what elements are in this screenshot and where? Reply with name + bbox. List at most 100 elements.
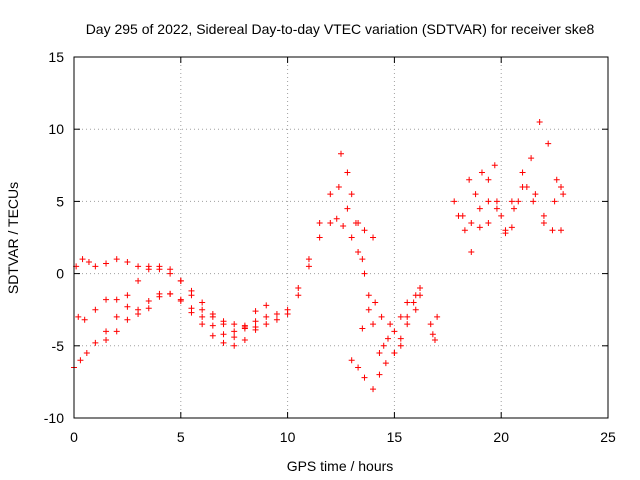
data-point: [466, 176, 473, 183]
y-tick-label: 5: [56, 193, 64, 209]
data-point: [404, 321, 411, 328]
data-point: [135, 306, 142, 313]
data-point: [103, 260, 110, 267]
data-point: [305, 263, 312, 270]
data-point: [85, 259, 92, 266]
data-point: [502, 230, 509, 237]
series-track-g: [359, 292, 424, 357]
data-point: [397, 335, 404, 342]
data-point: [476, 224, 483, 231]
data-point: [427, 321, 434, 328]
data-point: [135, 263, 142, 270]
data-point: [327, 191, 334, 198]
series-track-b: [73, 183, 377, 335]
data-point: [355, 220, 362, 227]
data-point: [77, 357, 84, 364]
data-point: [461, 227, 468, 234]
data-point: [355, 364, 362, 371]
data-point: [252, 326, 259, 333]
data-point: [145, 298, 152, 305]
data-point: [113, 313, 120, 320]
data-point: [124, 259, 131, 266]
data-point: [263, 313, 270, 320]
y-tick-label: -10: [44, 410, 64, 426]
data-point: [199, 321, 206, 328]
data-point: [124, 292, 131, 299]
data-point: [79, 256, 86, 263]
data-point: [220, 321, 227, 328]
data-point: [316, 234, 323, 241]
y-tick-label: -5: [52, 338, 65, 354]
data-point: [316, 220, 323, 227]
data-point: [551, 198, 558, 205]
data-point: [508, 198, 515, 205]
data-point: [370, 234, 377, 241]
data-point: [177, 298, 184, 305]
data-point: [361, 227, 368, 234]
data-point: [92, 263, 99, 270]
data-point: [359, 256, 366, 263]
data-point: [338, 150, 344, 157]
data-point: [220, 331, 227, 338]
data-point: [359, 325, 366, 332]
data-point: [252, 308, 259, 315]
data-point: [241, 337, 248, 344]
data-point: [540, 220, 547, 227]
data-point: [335, 183, 342, 190]
data-point: [560, 191, 567, 198]
data-point: [344, 169, 351, 176]
data-point: [431, 337, 438, 344]
plot-frame: [73, 56, 609, 419]
series-track-i: [451, 118, 567, 234]
x-tick-label: 25: [600, 429, 616, 445]
data-point: [365, 292, 372, 299]
data-point: [113, 328, 120, 335]
data-point: [493, 205, 500, 212]
tick-labels: 0 5 10 15 20 25 -10 -5 0 5 10 15: [44, 49, 616, 445]
data-point: [252, 318, 259, 325]
data-point: [124, 303, 131, 310]
data-markers: [71, 118, 567, 393]
y-tick-label: 15: [48, 49, 64, 65]
data-point: [376, 371, 383, 378]
x-tick-label: 10: [280, 429, 296, 445]
data-point: [145, 263, 152, 270]
data-point: [361, 270, 368, 277]
data-point: [340, 222, 347, 229]
data-point: [536, 118, 543, 125]
data-point: [391, 328, 398, 335]
data-point: [124, 316, 131, 323]
data-point: [167, 270, 174, 277]
data-point: [417, 285, 424, 292]
data-point: [263, 302, 270, 309]
y-tick-label: 0: [56, 266, 64, 282]
data-point: [188, 309, 195, 316]
data-point: [177, 277, 184, 284]
data-point: [397, 342, 404, 349]
data-point: [231, 334, 238, 341]
data-point: [156, 290, 163, 297]
data-point: [135, 277, 142, 284]
data-point: [113, 296, 120, 303]
series-track-k: [466, 162, 565, 227]
data-point: [167, 290, 174, 297]
series-track-e: [338, 150, 419, 357]
data-point: [295, 292, 302, 299]
data-point: [295, 285, 302, 292]
data-point: [429, 331, 436, 338]
data-point: [370, 386, 377, 393]
data-point: [263, 321, 270, 328]
x-tick-label: 0: [70, 429, 78, 445]
data-point: [344, 205, 351, 212]
data-point: [209, 311, 216, 318]
data-point: [468, 248, 475, 255]
data-point: [417, 292, 424, 299]
x-tick-label: 5: [177, 429, 185, 445]
data-point: [382, 360, 389, 367]
data-point: [545, 140, 552, 147]
data-point: [231, 328, 238, 335]
y-tick-label: 10: [48, 121, 64, 137]
data-point: [113, 256, 120, 263]
data-point: [75, 313, 82, 320]
data-point: [404, 313, 411, 320]
